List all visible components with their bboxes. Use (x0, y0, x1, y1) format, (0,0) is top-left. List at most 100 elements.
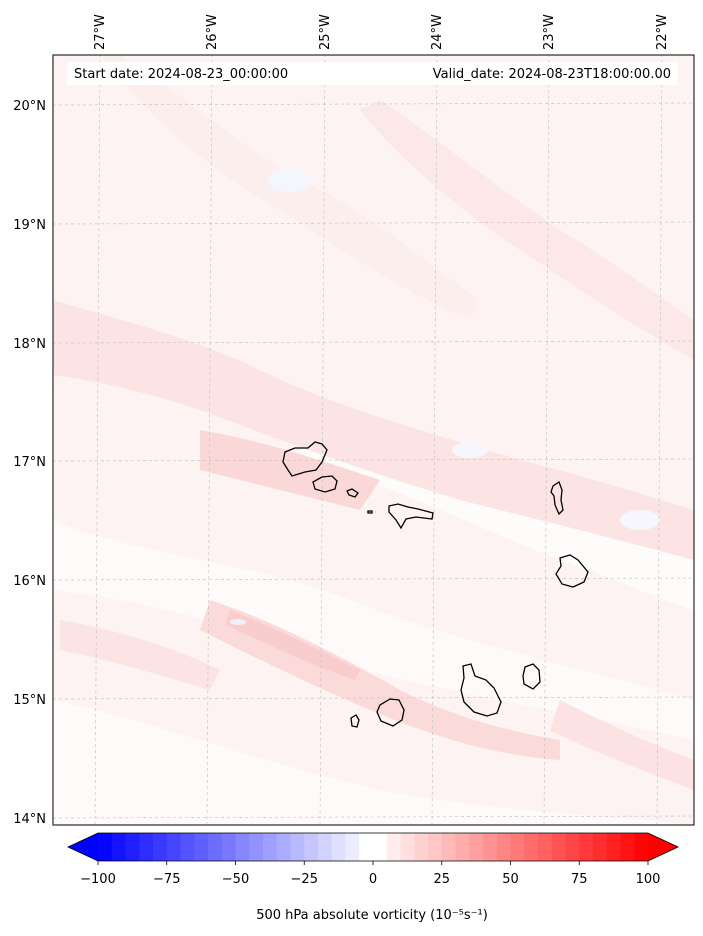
field-blue-patch (230, 619, 246, 625)
parallel-gridline (52, 102, 695, 106)
field-pink-band (200, 430, 380, 510)
colorbar-segment (235, 833, 250, 861)
field-pink-band (60, 620, 220, 690)
colorbar-segment (524, 833, 539, 861)
colorbar-segment (606, 833, 621, 861)
colorbar-segment (331, 833, 346, 861)
longitude-tick-label: 22°W (655, 14, 670, 50)
colorbar-segment (166, 833, 181, 861)
field-pink-band (53, 300, 694, 560)
colorbar-tick-label: 0 (369, 872, 377, 887)
field-blue-patch (452, 442, 488, 458)
meridian-gridline (94, 54, 101, 826)
colorbar-segment (208, 833, 223, 861)
colorbar-segment (373, 833, 388, 861)
colorbar-segment (153, 833, 168, 861)
island-maio (522, 663, 541, 690)
colorbar-segment (593, 833, 608, 861)
island-santo-antao (282, 441, 328, 477)
longitude-tick-label: 23°W (542, 14, 557, 50)
latitude-tick-label: 20°N (13, 99, 46, 114)
field-light-band (53, 520, 694, 740)
meridian-gridline (543, 54, 550, 826)
valid-date-label: Valid_date: 2024-08-23T18:00:00.00 (433, 67, 671, 82)
meridian-gridline (656, 54, 663, 826)
island-santiago (460, 663, 502, 717)
island-sal (550, 481, 564, 516)
colorbar-segment (345, 833, 360, 861)
colorbar-segment (290, 833, 305, 861)
latitude-tick-label: 15°N (13, 693, 46, 708)
colorbar-segment (194, 833, 209, 861)
latitude-tick-label: 18°N (13, 337, 46, 352)
longitude-tick-labels: 27°W 26°W 25°W 24°W 23°W 22°W (93, 14, 670, 50)
colorbar-tick-label: −50 (222, 872, 249, 887)
colorbar-segment (139, 833, 154, 861)
island-sao-vicente (312, 475, 338, 493)
island-sao-nicolau (388, 503, 434, 530)
colorbar-segment (428, 833, 443, 861)
colorbar-segment (538, 833, 553, 861)
colorbar-segment (318, 833, 333, 861)
colorbar-segment (455, 833, 470, 861)
field-blue-patch (620, 510, 660, 530)
colorbar-min-extend (68, 833, 98, 861)
colorbar-segment (263, 833, 278, 861)
colorbar-segment (386, 833, 401, 861)
colorbar-tick-label: −75 (153, 872, 180, 887)
colorbar-segment (620, 833, 635, 861)
colorbar-tick-label: 75 (571, 872, 588, 887)
colorbar-segment (359, 833, 374, 861)
field-pink-band (360, 100, 694, 360)
parallel-gridline (52, 221, 695, 225)
colorbar-segment (510, 833, 525, 861)
colorbar-tick-label: 25 (433, 872, 450, 887)
field-pink-band (225, 610, 360, 680)
parallel-gridline (52, 815, 695, 819)
colorbar-tick-label: 100 (636, 872, 661, 887)
colorbar-tick-label: −25 (291, 872, 318, 887)
colorbar-segment (414, 833, 429, 861)
colorbar-segment (565, 833, 580, 861)
colorbar-tick-label: −100 (80, 872, 116, 887)
field-light-band (53, 700, 694, 825)
latitude-tick-label: 16°N (13, 574, 46, 589)
colorbar-segment (98, 833, 113, 861)
parallel-gridline (52, 340, 695, 344)
colorbar-segment (469, 833, 484, 861)
meridian-gridline (206, 54, 213, 826)
longitude-tick-label: 26°W (205, 14, 220, 50)
coastlines (282, 441, 589, 728)
meridian-gridline (431, 54, 438, 826)
colorbar-segment (276, 833, 291, 861)
island-boa-vista (555, 554, 589, 588)
date-annotation-box (67, 62, 678, 85)
colorbar-tick-label: 50 (502, 872, 519, 887)
colorbar-segment (551, 833, 566, 861)
colorbar-segment (400, 833, 415, 861)
colorbar-segment (180, 833, 195, 861)
colorbar-segment (125, 833, 140, 861)
colorbar (67, 832, 679, 862)
colorbar-tick-labels: −100 −75 −50 −25 0 25 50 75 100 (80, 861, 660, 887)
island-fogo (376, 698, 405, 727)
parallel-gridline (52, 458, 695, 462)
colorbar-label: 500 hPa absolute vorticity (10⁻⁵s⁻¹) (256, 908, 488, 923)
plot-frame (52, 54, 695, 826)
island-santa-luzia (346, 488, 359, 498)
latitude-tick-labels: 20°N 19°N 18°N 17°N 16°N 15°N 14°N (13, 99, 46, 827)
colorbar-segment (304, 833, 319, 861)
colorbar-segment (111, 833, 126, 861)
island-branco (367, 510, 373, 514)
parallel-gridline (52, 696, 695, 700)
latitude-tick-label: 19°N (13, 218, 46, 233)
start-date-label: Start date: 2024-08-23_00:00:00 (74, 67, 288, 82)
colorbar-segment (441, 833, 456, 861)
gridlines (52, 54, 695, 826)
colorbar-segment (496, 833, 511, 861)
meridian-gridline (319, 54, 326, 826)
colorbar-max-extend (648, 833, 678, 861)
longitude-tick-label: 25°W (318, 14, 333, 50)
longitude-tick-label: 27°W (93, 14, 108, 50)
